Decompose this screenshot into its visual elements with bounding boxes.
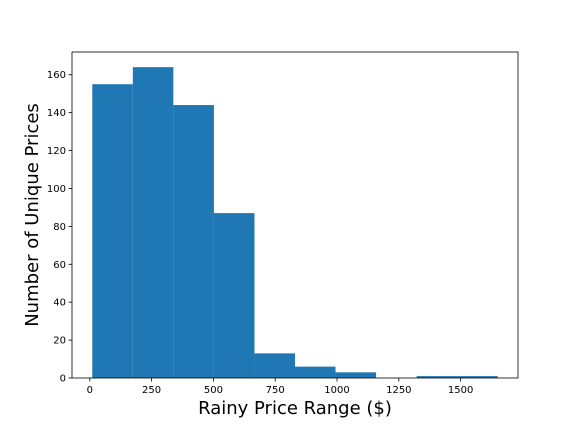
x-tick-label: 1500 (448, 385, 473, 396)
y-tick-label: 0 (60, 374, 66, 385)
y-axis-label: Number of Unique Prices (22, 103, 43, 327)
x-axis-label: Rainy Price Range ($) (198, 398, 392, 419)
x-tick-label: 500 (204, 385, 223, 396)
histogram-bar-8 (416, 376, 458, 378)
histogram-bar-5 (295, 366, 336, 378)
histogram-bar-9 (457, 376, 498, 378)
histogram-bar-1 (132, 67, 174, 379)
bars-group (92, 67, 498, 379)
histogram-bar-0 (92, 84, 133, 378)
y-tick-label: 60 (53, 260, 66, 271)
y-tick-label: 160 (47, 70, 66, 81)
y-axis-ticks: 0 20 40 60 80 100 120 140 160 (47, 70, 72, 385)
histogram-bar-3 (213, 213, 255, 378)
x-tick-label: 1000 (324, 385, 349, 396)
plot-frame (71, 51, 519, 379)
y-tick-label: 80 (53, 222, 66, 233)
x-axis-ticks: 0 250 500 750 1000 1250 1500 (87, 378, 473, 396)
x-tick-label: 0 (87, 385, 93, 396)
y-tick-label: 140 (47, 108, 66, 119)
x-tick-label: 250 (142, 385, 161, 396)
histogram-bar-2 (173, 105, 214, 379)
x-tick-label: 1250 (386, 385, 411, 396)
x-tick-label: 750 (266, 385, 285, 396)
y-tick-label: 120 (47, 146, 66, 157)
y-tick-label: 100 (47, 184, 66, 195)
histogram-bar-4 (254, 353, 295, 378)
histogram-bar-6 (335, 372, 377, 378)
y-tick-label: 40 (53, 298, 66, 309)
y-tick-label: 20 (53, 336, 66, 347)
